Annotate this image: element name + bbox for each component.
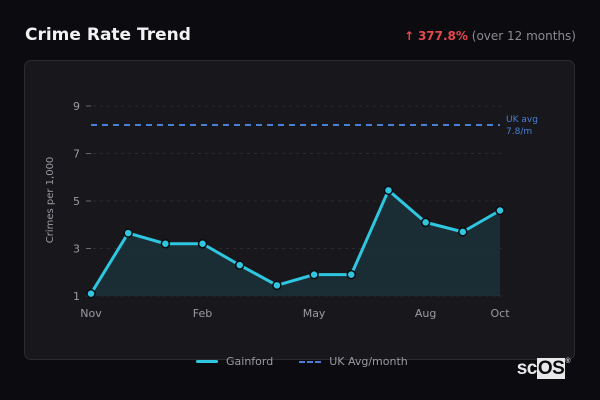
data-point[interactable] bbox=[346, 269, 357, 280]
chart-panel bbox=[24, 60, 575, 360]
data-point[interactable] bbox=[272, 280, 282, 291]
chart-title: Crime Rate Trend bbox=[25, 25, 191, 45]
y-tick-label: 9 bbox=[73, 100, 80, 113]
up-arrow-icon: ↑ bbox=[404, 29, 415, 43]
data-point[interactable] bbox=[123, 228, 133, 238]
series-line bbox=[89, 188, 501, 295]
x-tick-label: Aug bbox=[415, 307, 436, 320]
uk-average-annotation: UK avg bbox=[506, 115, 538, 125]
change-percent: 377.8% bbox=[417, 29, 468, 43]
data-point[interactable] bbox=[495, 205, 505, 216]
y-tick-label: 1 bbox=[73, 290, 80, 303]
data-point[interactable] bbox=[458, 227, 468, 237]
data-point[interactable] bbox=[234, 260, 245, 270]
x-tick-label: Feb bbox=[193, 307, 212, 320]
change-period: (over 12 months) bbox=[471, 29, 576, 43]
data-point[interactable] bbox=[197, 239, 208, 249]
legend-label: Gainford bbox=[226, 355, 274, 368]
y-tick-label: 7 bbox=[73, 148, 80, 161]
data-point[interactable] bbox=[160, 239, 171, 249]
x-tick-label: May bbox=[303, 307, 326, 320]
y-axis-label: Crimes per 1,000 bbox=[45, 157, 56, 244]
legend-label: UK Avg/month bbox=[329, 355, 408, 368]
x-tick-label: Oct bbox=[490, 307, 510, 320]
series-area-fill bbox=[91, 190, 500, 296]
data-point[interactable] bbox=[420, 217, 431, 228]
uk-average-annotation: 7.8/m bbox=[506, 127, 532, 137]
legend-item-gainford[interactable]: Gainford bbox=[196, 355, 273, 368]
brand-logo: scOS® bbox=[516, 358, 570, 379]
data-point[interactable] bbox=[383, 185, 394, 196]
x-tick-label: Nov bbox=[80, 307, 102, 320]
legend-item-uk-avg[interactable]: UK Avg/month bbox=[299, 355, 408, 368]
data-point[interactable] bbox=[86, 288, 96, 299]
solid-line-swatch-icon bbox=[196, 360, 218, 363]
y-tick-label: 3 bbox=[73, 243, 80, 256]
data-point[interactable] bbox=[309, 269, 319, 280]
change-indicator: ↑ 377.8% (over 12 months) bbox=[404, 29, 576, 43]
chart-legend: Gainford UK Avg/month bbox=[196, 355, 408, 368]
y-tick-label: 5 bbox=[73, 195, 80, 208]
dashed-line-swatch-icon bbox=[299, 360, 322, 363]
